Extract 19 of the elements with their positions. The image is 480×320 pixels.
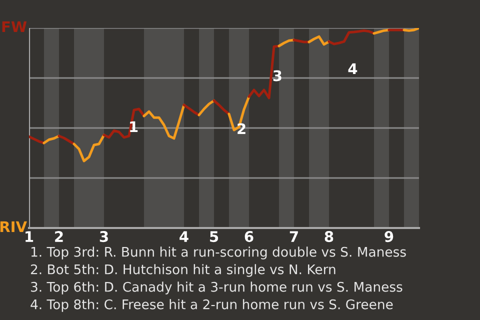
text: 4. Top 8th: C. Freese hit a 2-run home run vs S. Greene <box>30 299 393 312</box>
x-tick-label: 6 <box>244 231 254 242</box>
x-tick-label: 4 <box>180 231 188 242</box>
annotation: 1 <box>130 121 138 132</box>
x-tick-label: 5 <box>210 231 218 242</box>
annotation: 2 <box>238 123 246 134</box>
text: 1. Top 3rd: R. Bunn hit a run-scoring double vs S. Maness <box>31 246 406 260</box>
text: 2. Bot 5th: D. Hutchison hit a single vs N. Kern <box>30 264 336 277</box>
x-tick-label: 2 <box>55 231 63 242</box>
x-tick-label: 3 <box>100 231 108 242</box>
x-tick-label: 9 <box>384 231 394 242</box>
x-tick-label: 8 <box>324 231 334 242</box>
annotation: 3 <box>273 70 282 82</box>
annotation: 4 <box>348 63 358 74</box>
text: FW <box>2 21 27 32</box>
x-tick-label: 7 <box>290 231 298 242</box>
text: RIV <box>0 221 27 232</box>
text: 3. Top 6th: D. Canady hit a 3-run home run vs S. Maness <box>31 282 402 294</box>
x-tick-label: 1 <box>26 231 34 242</box>
